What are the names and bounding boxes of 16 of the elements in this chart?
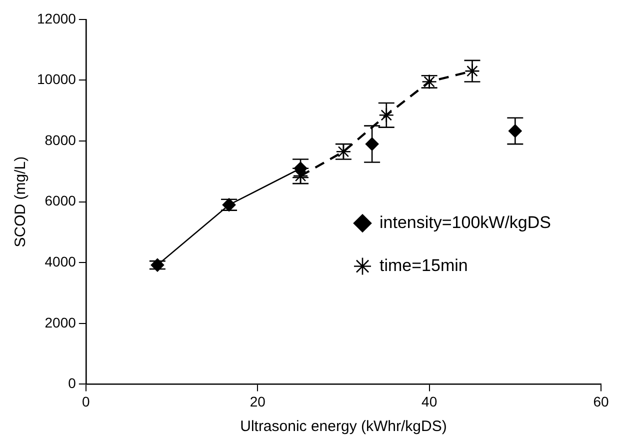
- x-tick-label: 20: [250, 393, 266, 410]
- y-tick-label: 6000: [44, 192, 76, 209]
- legend-label: time=15min: [380, 256, 468, 275]
- x-tick-label: 0: [82, 393, 90, 410]
- y-tick-label: 2000: [44, 314, 76, 330]
- y-axis-title: SCOD (mg/L): [12, 156, 30, 248]
- y-tick-label: 12000: [36, 10, 76, 26]
- y-tick-label: 4000: [44, 253, 76, 270]
- y-tick-label: 0: [68, 375, 76, 392]
- legend-label: intensity=100kW/kgDS: [380, 212, 552, 232]
- point: [378, 108, 394, 123]
- x-tick-label: 60: [593, 393, 609, 410]
- y-tick-label: 8000: [44, 132, 76, 148]
- x-axis-title: Ultrasonic energy (kWhr/kgDS): [240, 418, 447, 436]
- y-tick-label: 10000: [36, 71, 76, 88]
- x-tick-label: 40: [422, 393, 438, 410]
